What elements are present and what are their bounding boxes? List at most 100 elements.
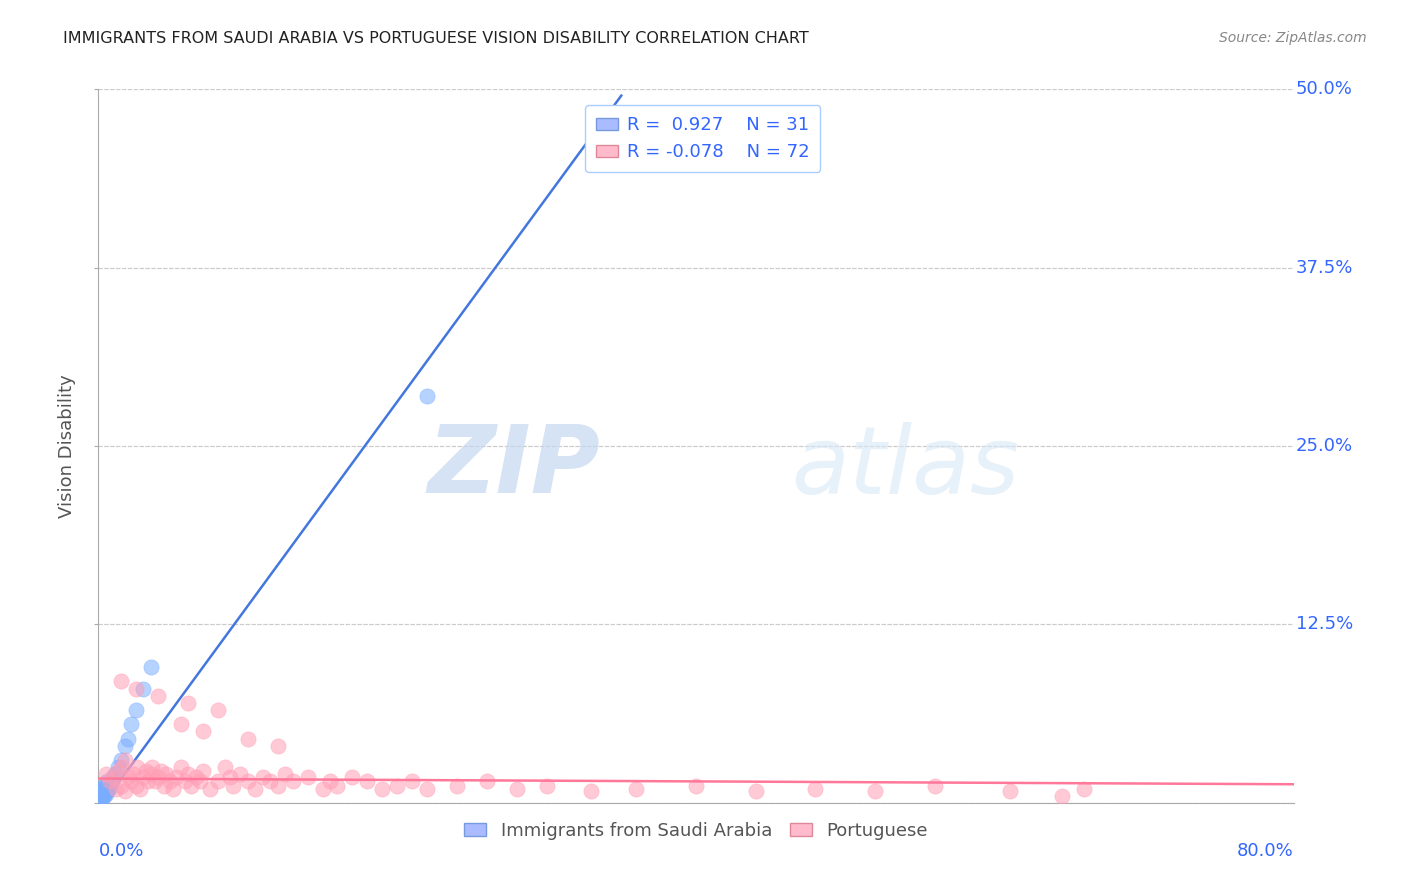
Point	[93, 786, 115, 800]
Point	[155, 767, 177, 781]
Point	[169, 760, 191, 774]
Point	[162, 781, 184, 796]
Text: 80.0%: 80.0%	[1237, 842, 1294, 860]
Point	[191, 764, 214, 779]
Point	[236, 774, 259, 789]
Point	[121, 767, 143, 781]
Text: IMMIGRANTS FROM SAUDI ARABIA VS PORTUGUESE VISION DISABILITY CORRELATION CHART: IMMIGRANTS FROM SAUDI ARABIA VS PORTUGUE…	[63, 31, 808, 46]
Point	[96, 784, 118, 798]
Point	[150, 764, 173, 779]
Point	[745, 784, 768, 798]
Point	[924, 779, 946, 793]
Point	[169, 717, 191, 731]
Point	[865, 784, 887, 798]
Point	[90, 791, 112, 805]
Point	[267, 779, 290, 793]
Point	[371, 781, 394, 796]
Point	[222, 779, 245, 793]
Point	[416, 781, 439, 796]
Point	[139, 767, 162, 781]
Point	[90, 789, 112, 803]
Point	[252, 770, 274, 784]
Point	[165, 770, 187, 784]
Point	[98, 779, 122, 793]
Legend: Immigrants from Saudi Arabia, Portuguese: Immigrants from Saudi Arabia, Portuguese	[457, 815, 935, 847]
Point	[107, 760, 129, 774]
Point	[127, 760, 149, 774]
Point	[96, 774, 118, 789]
Point	[89, 789, 111, 803]
Point	[319, 774, 342, 789]
Point	[93, 789, 115, 803]
Point	[114, 753, 136, 767]
Point	[177, 767, 200, 781]
Point	[207, 774, 229, 789]
Point	[174, 774, 197, 789]
Point	[91, 790, 114, 805]
Point	[94, 777, 117, 791]
Point	[214, 760, 236, 774]
Point	[1073, 781, 1095, 796]
Text: 12.5%: 12.5%	[1296, 615, 1353, 633]
Point	[153, 779, 176, 793]
Point	[111, 760, 134, 774]
Point	[136, 774, 159, 789]
Text: 25.0%: 25.0%	[1296, 437, 1353, 455]
Point	[110, 674, 132, 689]
Point	[129, 781, 152, 796]
Point	[103, 770, 125, 784]
Point	[89, 791, 111, 805]
Point	[104, 767, 127, 781]
Point	[536, 779, 558, 793]
Point	[139, 660, 162, 674]
Point	[446, 779, 468, 793]
Point	[132, 681, 155, 696]
Point	[114, 739, 136, 753]
Text: ZIP: ZIP	[427, 421, 600, 514]
Point	[267, 739, 290, 753]
Point	[117, 731, 139, 746]
Point	[804, 781, 827, 796]
Point	[356, 774, 378, 789]
Point	[120, 717, 142, 731]
Point	[125, 681, 148, 696]
Text: 50.0%: 50.0%	[1296, 80, 1353, 98]
Point	[94, 787, 117, 801]
Point	[94, 767, 117, 781]
Point	[125, 703, 148, 717]
Point	[191, 724, 214, 739]
Point	[141, 760, 163, 774]
Point	[311, 781, 333, 796]
Point	[103, 770, 125, 784]
Point	[98, 774, 122, 789]
Point	[297, 770, 319, 784]
Text: Source: ZipAtlas.com: Source: ZipAtlas.com	[1219, 31, 1367, 45]
Text: 0.0%: 0.0%	[98, 842, 143, 860]
Point	[91, 784, 114, 798]
Point	[177, 696, 200, 710]
Point	[120, 774, 142, 789]
Point	[219, 770, 242, 784]
Point	[229, 767, 252, 781]
Point	[326, 779, 349, 793]
Point	[207, 703, 229, 717]
Text: 37.5%: 37.5%	[1296, 259, 1354, 277]
Point	[135, 764, 157, 779]
Y-axis label: Vision Disability: Vision Disability	[58, 374, 76, 518]
Point	[93, 779, 115, 793]
Point	[281, 774, 304, 789]
Point	[148, 689, 170, 703]
Point	[236, 731, 259, 746]
Point	[581, 784, 603, 798]
Point	[274, 767, 297, 781]
Point	[94, 783, 117, 797]
Point	[101, 774, 124, 789]
Point	[114, 784, 136, 798]
Point	[148, 770, 170, 784]
Point	[685, 779, 707, 793]
Point	[125, 779, 148, 793]
Point	[200, 781, 222, 796]
Point	[89, 784, 111, 798]
Point	[97, 781, 120, 796]
Point	[117, 770, 139, 784]
